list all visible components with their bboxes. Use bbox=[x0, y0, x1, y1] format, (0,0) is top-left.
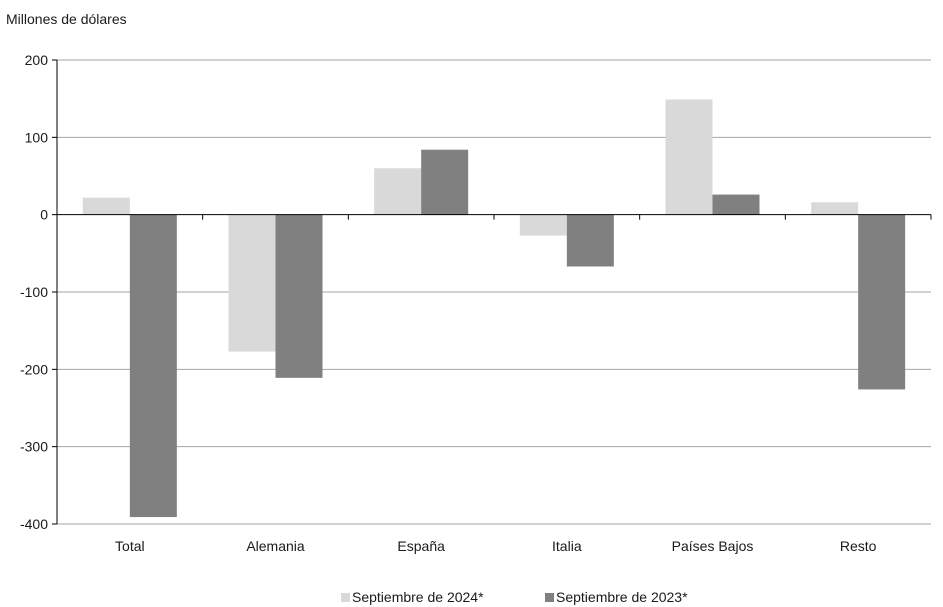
legend-label: Septiembre de 2024* bbox=[352, 589, 484, 605]
bars bbox=[82, 99, 906, 518]
legend: Septiembre de 2024* Septiembre de 2023* bbox=[341, 589, 688, 605]
legend-swatch bbox=[545, 593, 554, 602]
bar bbox=[566, 214, 614, 267]
gridlines bbox=[57, 59, 931, 525]
y-tick-label: 0 bbox=[40, 207, 48, 223]
bar bbox=[858, 214, 906, 390]
legend-label: Septiembre de 2023* bbox=[556, 589, 688, 605]
legend-swatch bbox=[341, 593, 350, 602]
bar bbox=[421, 149, 469, 215]
x-tick-label: España bbox=[397, 538, 445, 554]
x-tick-label: Resto bbox=[840, 538, 877, 554]
y-axis-label: Millones de dólares bbox=[6, 11, 127, 27]
x-tick-label: Total bbox=[115, 538, 145, 554]
y-tick-label: -400 bbox=[20, 516, 48, 532]
bar bbox=[811, 202, 859, 215]
y-tick-labels: 200 100 0 -100 -200 -300 -400 bbox=[20, 52, 48, 532]
bar bbox=[665, 99, 713, 215]
bar bbox=[129, 214, 177, 518]
bar bbox=[82, 197, 130, 215]
y-tick-label: -200 bbox=[20, 361, 48, 377]
x-tick-label: Alemania bbox=[246, 538, 305, 554]
x-tick-label: Italia bbox=[552, 538, 582, 554]
bar bbox=[374, 168, 422, 215]
y-tick-label: 200 bbox=[25, 52, 49, 68]
bar bbox=[519, 214, 567, 236]
x-tick-label: Países Bajos bbox=[672, 538, 754, 554]
axes bbox=[52, 59, 932, 525]
bar bbox=[712, 194, 760, 215]
bar bbox=[228, 214, 276, 352]
bar bbox=[275, 214, 323, 378]
y-tick-label: -300 bbox=[20, 439, 48, 455]
y-tick-label: 100 bbox=[25, 129, 49, 145]
y-tick-label: -100 bbox=[20, 284, 48, 300]
x-tick-labels: Total Alemania España Italia Países Bajos Res… bbox=[115, 538, 877, 554]
